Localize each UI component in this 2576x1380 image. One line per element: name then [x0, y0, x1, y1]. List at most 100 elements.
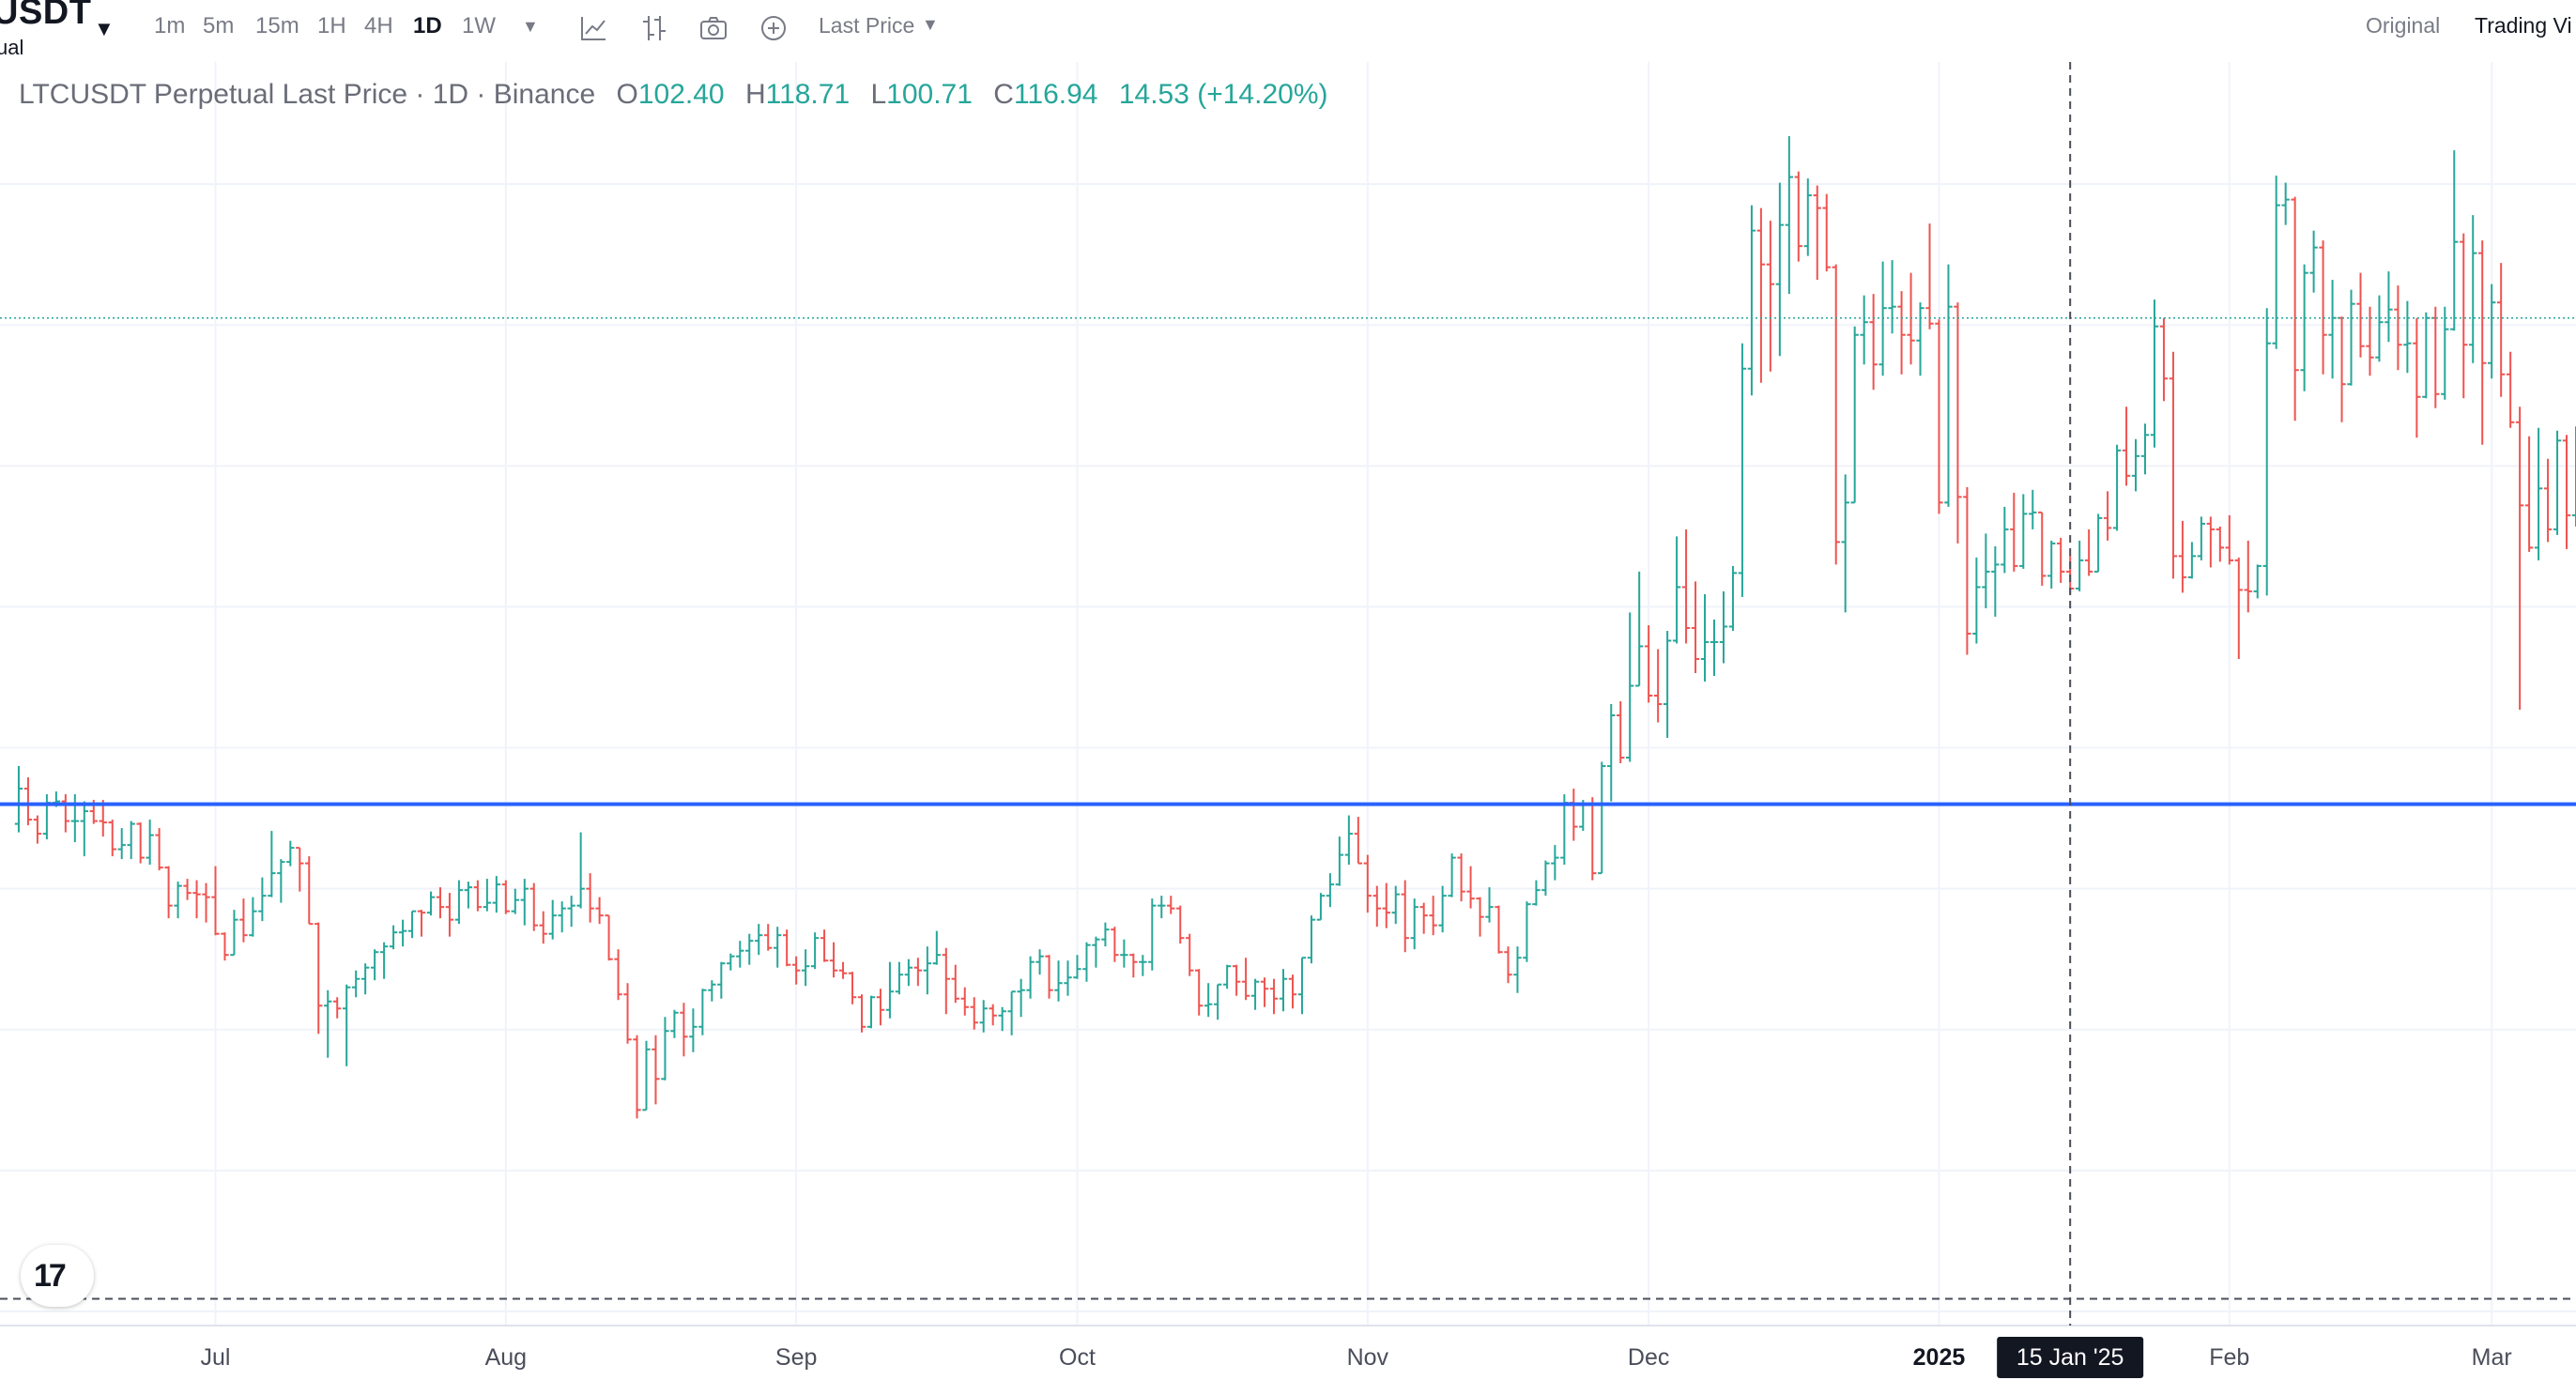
ohlc-bar-up [1035, 949, 1044, 975]
symbol-name[interactable]: USDT [0, 0, 92, 32]
bar-style-icon[interactable] [637, 11, 671, 45]
ohlc-bar-up [1700, 593, 1710, 682]
price-source-dropdown[interactable]: Last Price [819, 13, 915, 38]
ohlc-bar-up [1448, 853, 1456, 897]
ohlc-bar-up [2347, 289, 2355, 386]
ohlc-bar-down [417, 910, 426, 937]
ohlc-bar-down [155, 828, 163, 871]
ohlc-bar-down [1176, 905, 1185, 944]
ohlc-bar-up [117, 828, 126, 860]
ohlc-bar-down [970, 997, 978, 1030]
ohlc-bar-down [1935, 319, 1943, 514]
ohlc-bar-up [520, 879, 529, 926]
ohlc-bar-up [1158, 896, 1166, 919]
ohlc-bar-up [1634, 571, 1644, 687]
ohlc-bar-down [61, 794, 70, 833]
tradingview-logo[interactable]: 17 [21, 1245, 94, 1307]
ohlc-bar-up [360, 963, 370, 995]
ohlc-bar-down [605, 914, 613, 961]
ohlc-bar-up [2309, 230, 2318, 293]
ohlc-bar-up [249, 897, 257, 937]
ohlc-bar-down [501, 880, 511, 914]
ohlc-bar-down [2338, 316, 2346, 422]
timeframe-1w[interactable]: 1W [462, 13, 496, 38]
ohlc-bar-down [1466, 866, 1475, 909]
ohlc-bar-down [2178, 520, 2187, 593]
timeframe-15m[interactable]: 15m [255, 13, 299, 38]
ohlc-bar-up [351, 970, 360, 998]
ohlc-bar-up [14, 766, 23, 833]
ohlc-bar-down [680, 1003, 688, 1057]
symbol-subtitle: ual [0, 36, 24, 59]
original-view-tab[interactable]: Original [2366, 13, 2441, 38]
timeframe-1m[interactable]: 1m [154, 13, 186, 38]
ohlc-bar-up [1860, 295, 1868, 365]
ohlc-bar-up [1672, 536, 1681, 644]
timeframe-4h[interactable]: 4H [364, 13, 393, 38]
ohlc-bar-up [1841, 474, 1849, 613]
ohlc-bar-up [2131, 438, 2140, 492]
ohlc-bar-up [1598, 761, 1606, 875]
ohlc-bar-up [2029, 489, 2037, 529]
camera-icon[interactable] [697, 11, 730, 45]
timeframe-1h[interactable]: 1H [317, 13, 346, 38]
ohlc-bar-up [2112, 444, 2122, 531]
ohlc-bar-up [42, 794, 52, 840]
tradingview-view-tab[interactable]: Trading Vi [2475, 13, 2572, 38]
ohlc-bar-up [1082, 942, 1091, 982]
price-source-chevron-icon[interactable]: ▼ [922, 15, 939, 34]
ohlc-bar-down [1429, 896, 1437, 936]
add-plus-circle-icon[interactable] [757, 11, 790, 45]
ohlc-bar-up [2262, 308, 2271, 596]
price-chart[interactable]: Jul Aug Sep Oct Nov Dec 2025 Feb Mar 15 Jan '25 [0, 62, 2576, 1380]
ohlc-bar-down [829, 942, 838, 978]
ohlc-bar-up [230, 910, 238, 957]
ohlc-bar-up [343, 984, 351, 1066]
ohlc-bar-down [1167, 896, 1175, 914]
ohlc-bar-down [913, 958, 923, 987]
ohlc-bar-up [2272, 176, 2280, 349]
ohlc-bar-down [1260, 977, 1269, 1007]
symbol-dropdown-icon[interactable]: ▼ [94, 17, 115, 40]
timeframe-1d[interactable]: 1D [413, 13, 442, 38]
ohlc-bar-down [586, 873, 594, 923]
more-timeframes-chevron-icon[interactable]: ▼ [522, 17, 539, 36]
ohlc-bar-down [652, 1035, 660, 1105]
ohlc-bar-up [1344, 815, 1354, 866]
ohlc-bar-up [2469, 215, 2477, 363]
ohlc-bar-up [567, 896, 575, 928]
ohlc-bar-down [1419, 902, 1428, 934]
ohlc-bar-up [1213, 983, 1222, 1020]
ohlc-bar-down [1653, 649, 1663, 723]
ohlc-bar-up [2488, 284, 2496, 379]
ohlc-bar-up [1982, 533, 1990, 608]
ohlc-bar-down [2225, 514, 2233, 565]
ohlc-bar-up [268, 831, 276, 897]
ohlc-bar-up [454, 880, 464, 925]
ohlc-bar-up [1101, 922, 1110, 947]
timeframe-5m[interactable]: 5m [203, 13, 235, 38]
ohlc-bar-up [932, 930, 942, 965]
ohlc-bar-up [1391, 885, 1400, 925]
x-tick-label: Jul [201, 1344, 231, 1371]
ohlc-bar-down [192, 880, 201, 919]
ohlc-bar-down [2394, 285, 2402, 371]
ohlc-bar-down [857, 994, 866, 1033]
indicators-chart-icon[interactable] [576, 11, 610, 45]
ohlc-bar-down [211, 866, 220, 936]
ohlc-bar-up [324, 989, 332, 1058]
ohlc-bar-down [33, 815, 42, 844]
ohlc-bar-down [1954, 302, 1962, 544]
ohlc-bar-down [2216, 526, 2225, 562]
ohlc-bar-down [1457, 853, 1465, 902]
ohlc-bar-down [623, 983, 632, 1044]
ohlc-bar-down [539, 911, 547, 944]
ohlc-bar-down [1363, 854, 1372, 913]
ohlc-bar-up [511, 888, 519, 914]
ohlc-bar-up [1054, 960, 1063, 1002]
ohlc-bar-up [286, 840, 295, 866]
ohlc-bar-up [370, 949, 379, 981]
ohlc-bar-down [1869, 294, 1878, 391]
ohlc-bar-down [1822, 193, 1831, 272]
ohlc-bar-up [2571, 426, 2576, 527]
